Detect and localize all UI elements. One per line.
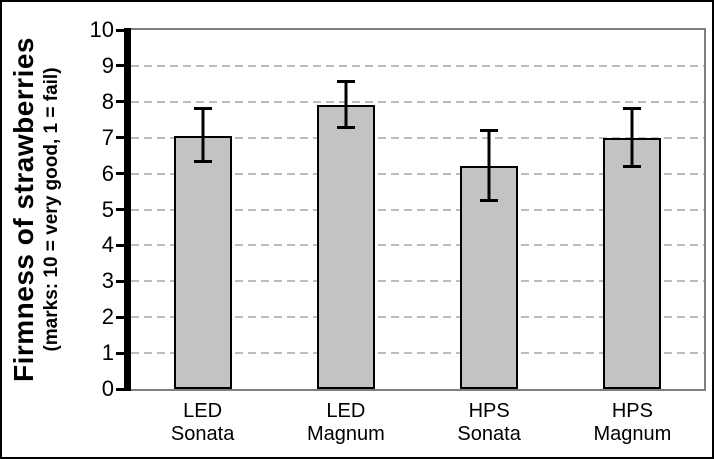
x-axis-label: HPS Magnum xyxy=(593,400,672,445)
error-bar-cap-bottom xyxy=(623,165,642,169)
y-axis-tick xyxy=(116,136,125,140)
error-bar-cap-top xyxy=(193,107,212,111)
y-axis-tick-label: 1 xyxy=(101,340,114,366)
y-axis-tick xyxy=(116,208,125,211)
error-bar-cap-top xyxy=(480,128,499,132)
gridline xyxy=(131,244,704,247)
error-bar-stem xyxy=(630,107,634,169)
y-axis-tick-label: 0 xyxy=(101,376,114,401)
error-bar xyxy=(480,128,499,203)
y-axis-tick-label: 8 xyxy=(101,88,114,114)
y-axis-tick-label: 3 xyxy=(101,268,114,294)
y-axis-tick xyxy=(116,64,125,68)
y-axis-tick-label: 4 xyxy=(101,232,114,258)
y-axis-tick-label: 5 xyxy=(101,196,114,222)
y-axis-tick-label: 10 xyxy=(89,17,114,42)
gridline xyxy=(131,316,704,319)
error-bar-stem xyxy=(487,128,491,203)
y-axis-tick xyxy=(116,387,125,391)
x-axis-label: HPS Sonata xyxy=(457,400,521,445)
gridline xyxy=(131,280,704,283)
gridline xyxy=(131,64,704,67)
gridline xyxy=(131,172,704,175)
error-bar-stem xyxy=(201,107,205,163)
error-bar-cap-bottom xyxy=(193,159,212,163)
bar xyxy=(316,105,375,389)
gridline xyxy=(131,136,704,139)
error-bar xyxy=(193,107,212,163)
y-axis-tick-label: 9 xyxy=(101,52,114,78)
error-bar-stem xyxy=(344,80,348,129)
y-axis-tick xyxy=(116,279,125,283)
plot-area xyxy=(129,28,706,391)
y-axis-tick-label: 2 xyxy=(101,304,114,330)
y-axis-tick xyxy=(116,28,125,32)
error-bar xyxy=(336,80,355,129)
x-axis-label: LED Magnum xyxy=(306,400,385,445)
error-bar-cap-bottom xyxy=(336,125,355,129)
gridline xyxy=(131,352,704,355)
bar xyxy=(603,137,662,389)
error-bar-cap-top xyxy=(336,80,355,84)
gridline xyxy=(131,100,704,103)
y-axis-line xyxy=(124,28,131,391)
y-axis-tick xyxy=(116,243,125,247)
y-axis-tick xyxy=(116,100,125,104)
x-axis-label: LED Sonata xyxy=(170,400,235,445)
gridline xyxy=(131,208,704,211)
y-axis-tick xyxy=(116,315,125,319)
y-axis-tick xyxy=(116,172,125,176)
y-axis-tick-label: 7 xyxy=(101,124,114,150)
y-axis-tick xyxy=(116,351,125,355)
y-axis-tick-label: 6 xyxy=(101,160,114,186)
bar xyxy=(173,135,232,389)
error-bar-cap-top xyxy=(623,107,642,111)
error-bar xyxy=(623,107,642,169)
error-bar-cap-bottom xyxy=(480,199,499,203)
